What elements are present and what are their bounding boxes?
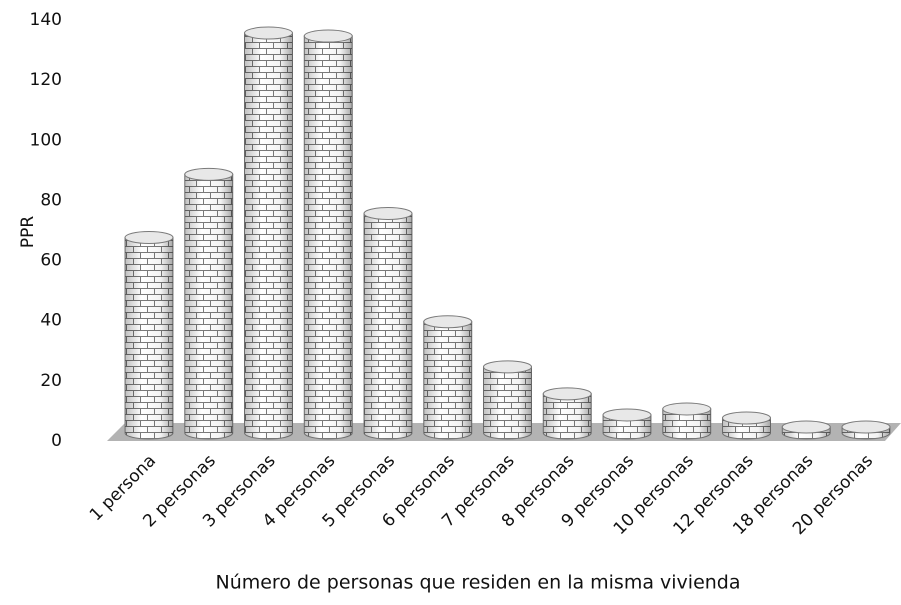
- bar-cap: [303, 29, 353, 43]
- bar-cap: [244, 26, 293, 40]
- bar-shade: [603, 414, 651, 439]
- bar-cap: [542, 387, 592, 401]
- y-tick-label: 120: [30, 70, 62, 90]
- bar-shade: [125, 237, 173, 439]
- bar-cap: [781, 420, 831, 434]
- bar-shade: [662, 408, 711, 440]
- bar-cap: [602, 408, 652, 422]
- bar-cap: [124, 231, 174, 245]
- bar-cap: [483, 360, 532, 374]
- y-tick-label: 140: [30, 10, 62, 30]
- bar-shade: [543, 393, 592, 440]
- bar-shade: [483, 366, 532, 440]
- y-tick-label: 20: [40, 371, 62, 391]
- bar-shade: [364, 213, 412, 439]
- y-tick-label: 80: [40, 190, 62, 210]
- bar-cap: [363, 206, 413, 220]
- y-tick-label: 40: [40, 311, 62, 331]
- bar-shade: [184, 174, 233, 440]
- bar-shade: [304, 36, 353, 440]
- bar-shade: [244, 33, 293, 440]
- y-tick-label: 60: [40, 251, 62, 271]
- y-axis-title: PPR: [18, 216, 38, 249]
- y-tick-label: 100: [30, 130, 62, 150]
- bar-cap: [841, 420, 891, 434]
- x-axis-title: Número de personas que residen en la mis…: [215, 572, 740, 594]
- bar-cap: [423, 315, 473, 329]
- bar-cap: [184, 167, 234, 181]
- bar-shade: [423, 321, 472, 440]
- bar-cap: [722, 411, 771, 425]
- y-tick-label: 0: [51, 431, 62, 451]
- bar-cap: [662, 402, 712, 416]
